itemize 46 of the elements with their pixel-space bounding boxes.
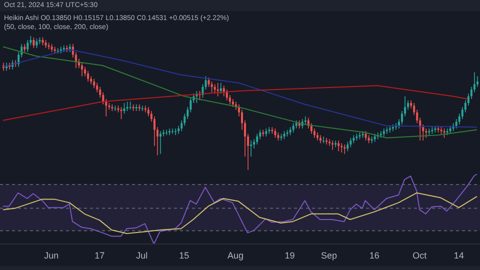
candlestick	[322, 136, 325, 144]
x-tick-label: 14	[454, 250, 464, 260]
candlestick	[210, 81, 213, 93]
x-tick-label: Oct	[412, 250, 428, 260]
candlestick	[93, 78, 96, 89]
candlestick	[350, 137, 352, 148]
candlestick	[326, 137, 328, 145]
candlestick	[138, 104, 140, 112]
candlestick	[220, 82, 222, 94]
x-tick-label: 19	[284, 250, 295, 260]
candlestick	[425, 128, 428, 138]
candlestick	[216, 82, 219, 97]
x-tick-label: Sep	[321, 250, 338, 260]
candlestick	[172, 128, 174, 134]
candlestick	[262, 129, 264, 137]
candlestick	[226, 89, 228, 101]
candlestick	[26, 40, 29, 52]
candlestick	[123, 102, 126, 114]
candlestick	[87, 70, 90, 82]
x-tick-label: Jun	[44, 250, 59, 260]
candlestick	[126, 101, 128, 112]
candlestick	[32, 36, 35, 48]
candlestick	[36, 38, 38, 48]
candlestick	[81, 62, 83, 77]
candlestick	[332, 140, 334, 150]
candlestick	[364, 130, 367, 141]
x-tick-label: 17	[94, 250, 105, 260]
candlestick	[250, 140, 252, 157]
candlestick	[166, 129, 168, 136]
x-tick-label: Jul	[136, 250, 148, 260]
x-tick-label: Aug	[227, 250, 244, 260]
x-tick-label: 15	[179, 250, 190, 260]
candlestick	[346, 141, 349, 152]
candlestick	[256, 133, 258, 145]
candlestick	[443, 128, 446, 138]
candlestick	[159, 130, 162, 154]
x-tick-label: 16	[369, 250, 380, 260]
candlestick	[174, 128, 177, 136]
candlestick	[168, 128, 171, 136]
candlestick	[120, 106, 122, 120]
candlestick	[334, 140, 337, 148]
candlestick	[304, 116, 306, 125]
candlestick	[344, 144, 346, 154]
candlestick	[274, 128, 276, 138]
candlestick	[338, 140, 340, 152]
candlestick	[292, 122, 294, 133]
